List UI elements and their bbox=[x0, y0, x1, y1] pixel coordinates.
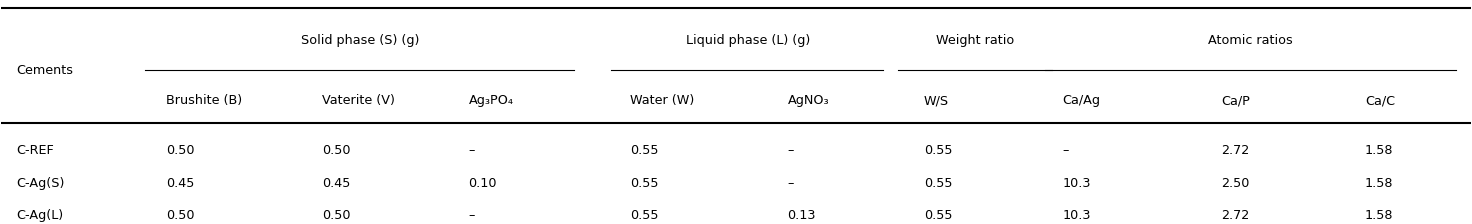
Text: 1.58: 1.58 bbox=[1365, 209, 1394, 222]
Text: C-Ag(S): C-Ag(S) bbox=[16, 177, 65, 190]
Text: 0.45: 0.45 bbox=[322, 177, 350, 190]
Text: 2.72: 2.72 bbox=[1220, 209, 1250, 222]
Text: Liquid phase (L) (g): Liquid phase (L) (g) bbox=[686, 34, 810, 47]
Text: W/S: W/S bbox=[924, 95, 949, 108]
Text: –: – bbox=[788, 177, 793, 190]
Text: 0.50: 0.50 bbox=[166, 144, 194, 157]
Text: AgNO₃: AgNO₃ bbox=[788, 95, 829, 108]
Text: Ca/C: Ca/C bbox=[1365, 95, 1395, 108]
Text: Vaterite (V): Vaterite (V) bbox=[322, 95, 394, 108]
Text: –: – bbox=[788, 144, 793, 157]
Text: C-Ag(L): C-Ag(L) bbox=[16, 209, 63, 222]
Text: 0.55: 0.55 bbox=[924, 144, 952, 157]
Text: 0.45: 0.45 bbox=[166, 177, 194, 190]
Text: Atomic ratios: Atomic ratios bbox=[1209, 34, 1292, 47]
Text: 2.72: 2.72 bbox=[1220, 144, 1250, 157]
Text: 2.50: 2.50 bbox=[1220, 177, 1250, 190]
Text: 0.55: 0.55 bbox=[630, 209, 658, 222]
Text: 0.55: 0.55 bbox=[924, 209, 952, 222]
Text: Weight ratio: Weight ratio bbox=[936, 34, 1014, 47]
Text: 1.58: 1.58 bbox=[1365, 144, 1394, 157]
Text: Ca/P: Ca/P bbox=[1220, 95, 1250, 108]
Text: C-REF: C-REF bbox=[16, 144, 54, 157]
Text: Cements: Cements bbox=[16, 64, 74, 77]
Text: Brushite (B): Brushite (B) bbox=[166, 95, 241, 108]
Text: 0.50: 0.50 bbox=[322, 209, 350, 222]
Text: 10.3: 10.3 bbox=[1063, 209, 1091, 222]
Text: 0.50: 0.50 bbox=[322, 144, 350, 157]
Text: 0.13: 0.13 bbox=[788, 209, 815, 222]
Text: 0.55: 0.55 bbox=[630, 144, 658, 157]
Text: Water (W): Water (W) bbox=[630, 95, 695, 108]
Text: Ca/Ag: Ca/Ag bbox=[1063, 95, 1100, 108]
Text: 0.55: 0.55 bbox=[924, 177, 952, 190]
Text: –: – bbox=[468, 209, 475, 222]
Text: 10.3: 10.3 bbox=[1063, 177, 1091, 190]
Text: 0.55: 0.55 bbox=[630, 177, 658, 190]
Text: 0.50: 0.50 bbox=[166, 209, 194, 222]
Text: –: – bbox=[468, 144, 475, 157]
Text: Solid phase (S) (g): Solid phase (S) (g) bbox=[300, 34, 420, 47]
Text: Ag₃PO₄: Ag₃PO₄ bbox=[468, 95, 514, 108]
Text: –: – bbox=[1063, 144, 1069, 157]
Text: 1.58: 1.58 bbox=[1365, 177, 1394, 190]
Text: 0.10: 0.10 bbox=[468, 177, 498, 190]
